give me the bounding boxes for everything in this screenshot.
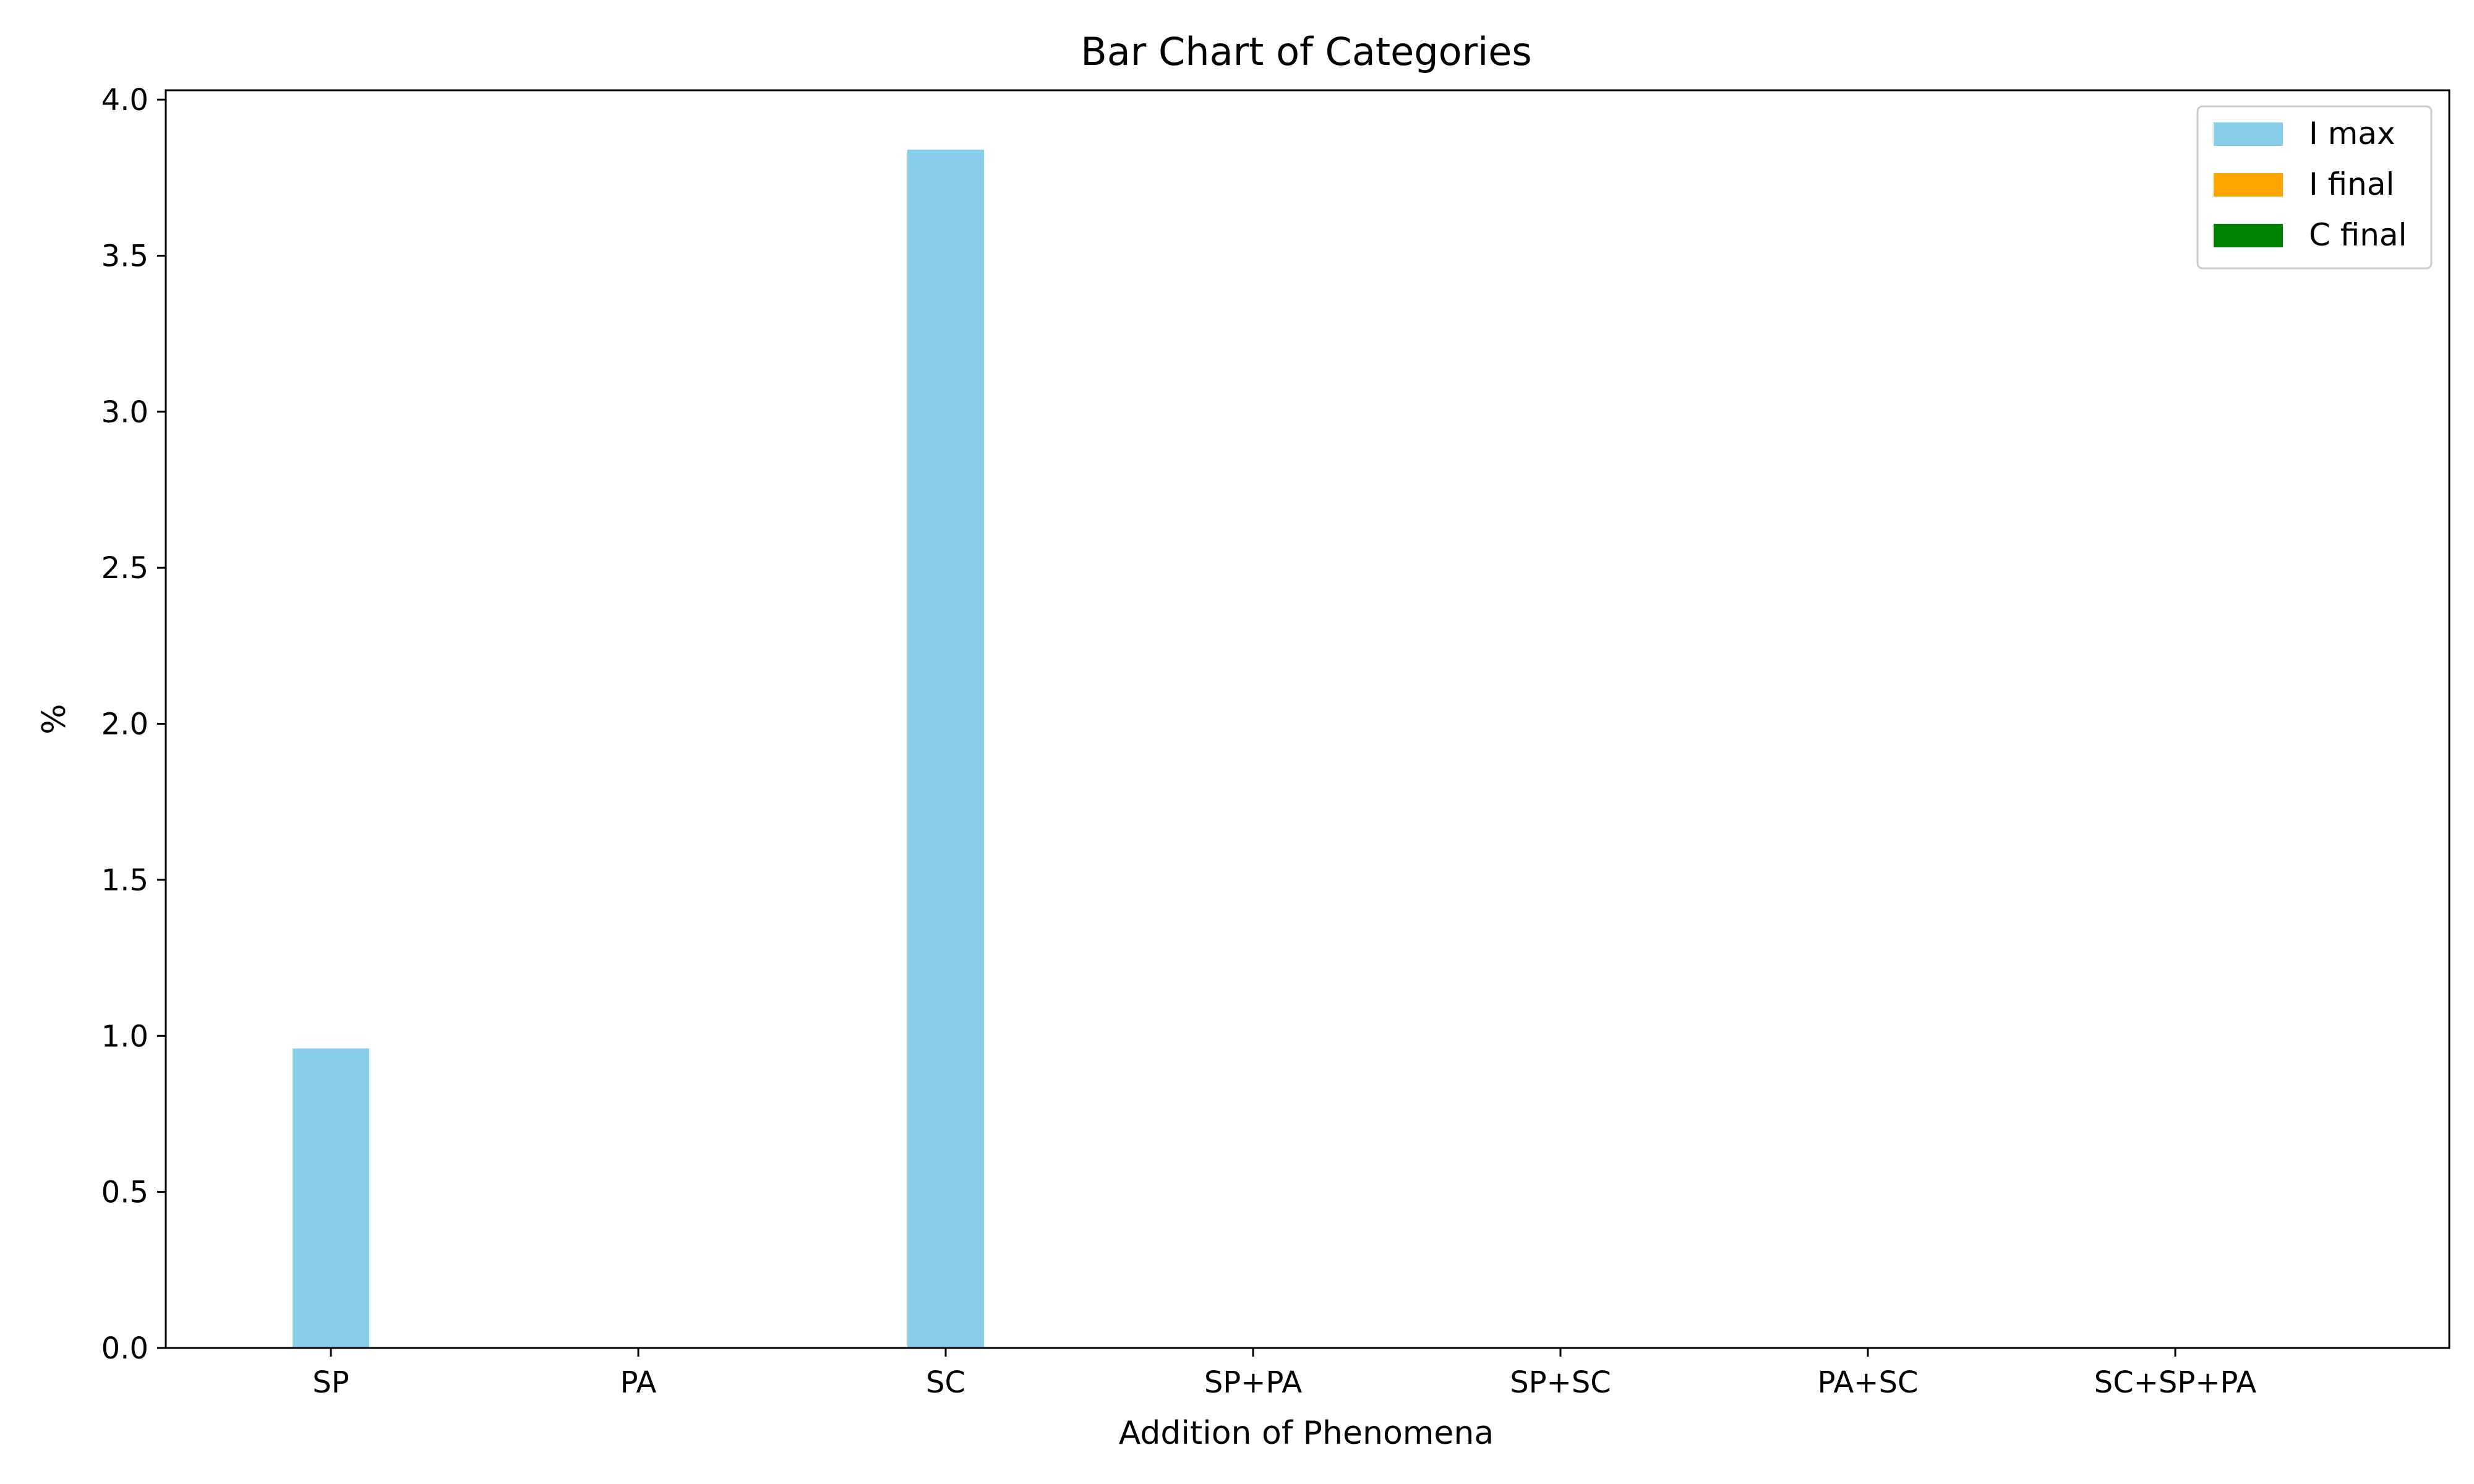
bar-i-max-sc bbox=[907, 149, 984, 1349]
legend-label-i-final: I final bbox=[2309, 166, 2394, 202]
y-tick-label: 3.0 bbox=[101, 395, 148, 430]
y-tick-label: 2.5 bbox=[101, 551, 148, 586]
x-tick-label: SP+SC bbox=[1510, 1365, 1611, 1400]
legend: I max I final C final bbox=[2196, 105, 2433, 270]
x-tick-label: SP+PA bbox=[1204, 1365, 1303, 1400]
legend-label-i-max: I max bbox=[2309, 116, 2395, 151]
legend-swatch-i-final bbox=[2214, 173, 2283, 197]
legend-swatch-c-final bbox=[2214, 224, 2283, 247]
y-tick-label: 2.0 bbox=[101, 707, 148, 742]
y-tick-label: 0.5 bbox=[101, 1175, 148, 1210]
x-tick-label: SC bbox=[926, 1365, 965, 1400]
x-tick-label: PA+SC bbox=[1818, 1365, 1919, 1400]
chart-title: Bar Chart of Categories bbox=[1081, 29, 1531, 74]
plot-area: SP PA SC SP+PA SP+SC PA+SC SC+SP+PA 0.0 0.5 1.0 1.… bbox=[101, 83, 2450, 1400]
x-tick-label: SC+SP+PA bbox=[2094, 1365, 2257, 1400]
x-axis-title: Addition of Phenomena bbox=[1119, 1415, 1494, 1452]
legend-swatch-i-max bbox=[2214, 122, 2283, 146]
x-tick-label: PA bbox=[620, 1365, 657, 1400]
y-tick-label: 1.5 bbox=[101, 863, 148, 898]
y-tick-label: 1.0 bbox=[101, 1019, 148, 1054]
legend-label-c-final: C final bbox=[2309, 217, 2407, 253]
x-tick-label: SP bbox=[312, 1365, 349, 1400]
y-tick-label: 3.5 bbox=[101, 239, 148, 273]
y-axis-title: % bbox=[36, 704, 73, 734]
y-tick-label: 4.0 bbox=[101, 83, 148, 117]
y-tick-label: 0.0 bbox=[101, 1331, 148, 1366]
axes-frame bbox=[165, 89, 2450, 1349]
bar-i-max-sp bbox=[293, 1048, 369, 1348]
